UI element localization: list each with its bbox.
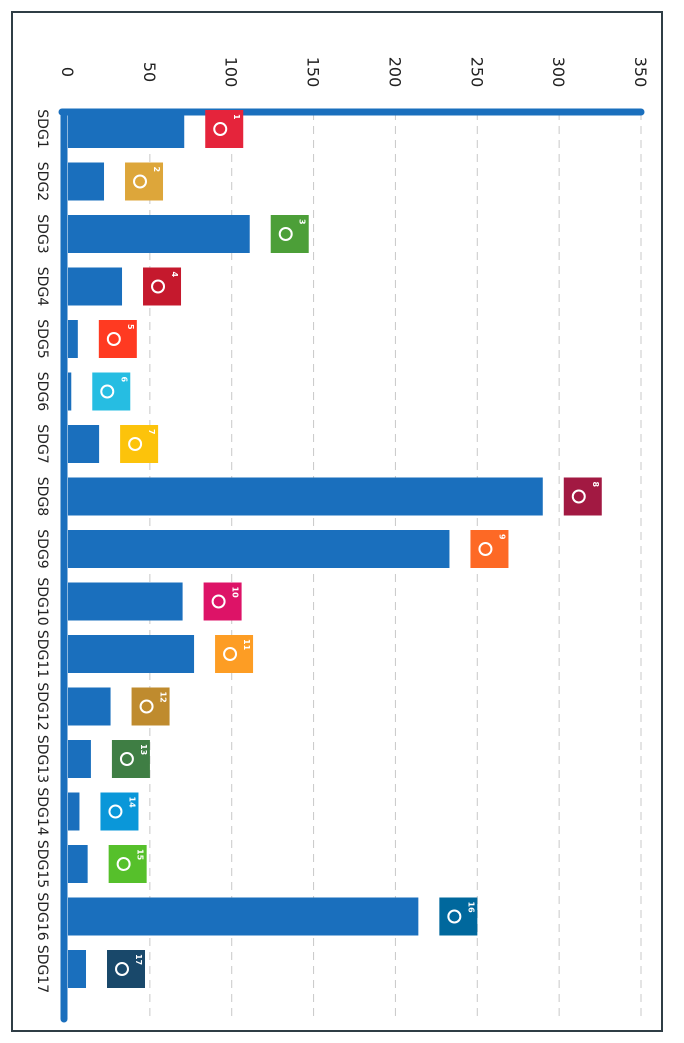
industry-innovation-icon <box>470 530 509 568</box>
clean-water-icon <box>92 372 131 411</box>
clean-water-glyph <box>100 384 115 399</box>
bar-sdg12 <box>68 687 111 726</box>
category-label: SDG14 <box>34 787 50 835</box>
axis-tick-label: 50 <box>140 62 159 82</box>
responsible-consumption-icon <box>131 687 170 726</box>
icon-number: 9 <box>497 534 506 540</box>
category-label: SDG5 <box>34 319 50 358</box>
icon-number: 3 <box>298 219 307 225</box>
bar-sdg9 <box>68 530 450 568</box>
axis-tick-label: 250 <box>467 57 486 88</box>
icon-number: 11 <box>242 639 251 651</box>
icon-number: 4 <box>170 272 179 278</box>
bar-sdg17 <box>68 950 87 988</box>
axis-tick-label: 300 <box>549 57 568 88</box>
bar-sdg2 <box>68 162 105 201</box>
category-label: SDG13 <box>34 735 50 783</box>
quality-education-glyph <box>151 279 166 294</box>
bar-sdg11 <box>68 635 195 673</box>
bar-sdg13 <box>68 740 91 778</box>
sustainable-cities-glyph <box>223 647 238 661</box>
sustainable-cities-icon <box>215 635 254 673</box>
peace-justice-glyph <box>447 909 462 924</box>
bar-sdg16 <box>68 897 419 936</box>
icon-number: 14 <box>127 797 136 809</box>
zero-hunger-glyph <box>133 174 148 189</box>
icon-number: 7 <box>147 429 156 435</box>
axis-tick-label: 350 <box>631 57 650 88</box>
good-health-glyph <box>278 227 293 241</box>
decent-work-icon <box>563 477 602 516</box>
life-below-water-icon <box>100 792 139 831</box>
peace-justice-icon <box>439 897 478 936</box>
icon-number: 8 <box>591 482 600 488</box>
icon-number: 12 <box>159 692 168 703</box>
no-poverty-glyph <box>213 122 228 136</box>
bar-sdg7 <box>68 425 100 463</box>
zero-hunger-icon <box>125 162 164 201</box>
category-label: SDG15 <box>34 840 50 888</box>
category-label: SDG7 <box>34 424 50 463</box>
bar-sdg3 <box>68 215 250 253</box>
category-label: SDG16 <box>34 892 50 940</box>
bar-sdg8 <box>68 477 543 516</box>
quality-education-icon <box>143 267 182 306</box>
partnerships-glyph <box>115 962 130 976</box>
reduced-inequalities-icon <box>203 582 242 621</box>
good-health-icon <box>270 215 309 253</box>
bar-sdg14 <box>68 792 80 831</box>
page-border <box>11 11 663 1032</box>
category-label: SDG1 <box>34 109 50 148</box>
bar-sdg6 <box>68 372 72 411</box>
category-label: SDG9 <box>34 529 50 568</box>
icon-number: 2 <box>152 167 161 173</box>
icon-number: 1 <box>232 114 241 120</box>
bar-sdg15 <box>68 845 88 883</box>
bar-sdg10 <box>68 582 183 621</box>
axis-tick-label: 150 <box>304 57 323 88</box>
icon-number: 10 <box>231 587 240 599</box>
axis-tick-label: 100 <box>222 57 241 88</box>
bar-sdg1 <box>68 110 185 148</box>
responsible-consumption-glyph <box>139 699 154 714</box>
category-label: SDG10 <box>34 577 50 625</box>
icon-number: 16 <box>466 902 475 914</box>
icon-number: 6 <box>119 377 128 383</box>
life-on-land-icon <box>108 845 147 883</box>
gender-equality-icon <box>98 320 137 358</box>
category-label: SDG4 <box>34 267 50 307</box>
life-below-water-glyph <box>108 804 123 819</box>
bar-sdg4 <box>68 267 123 306</box>
gender-equality-glyph <box>106 332 121 346</box>
axis-tick-label: 0 <box>58 67 77 77</box>
climate-action-icon <box>111 740 150 778</box>
partnerships-icon <box>107 950 146 988</box>
icon-number: 17 <box>134 954 143 965</box>
axis-tick-label: 200 <box>385 57 404 88</box>
category-label: SDG2 <box>34 162 50 201</box>
icon-number: 5 <box>126 324 135 330</box>
category-label: SDG11 <box>34 630 50 678</box>
clean-energy-glyph <box>128 437 143 451</box>
category-label: SDG17 <box>34 945 50 993</box>
decent-work-glyph <box>571 489 586 504</box>
bar-sdg5 <box>68 320 78 358</box>
life-on-land-glyph <box>116 857 131 871</box>
category-label: SDG3 <box>34 214 50 253</box>
climate-action-glyph <box>119 752 134 766</box>
category-label: SDG12 <box>34 682 50 730</box>
category-label: SDG8 <box>34 477 50 516</box>
icon-number: 15 <box>136 849 145 861</box>
icon-number: 13 <box>139 744 148 755</box>
clean-energy-icon <box>120 425 159 463</box>
category-label: SDG6 <box>34 372 50 412</box>
reduced-inequalities-glyph <box>211 594 226 609</box>
no-poverty-icon <box>205 110 244 148</box>
industry-innovation-glyph <box>478 542 493 556</box>
